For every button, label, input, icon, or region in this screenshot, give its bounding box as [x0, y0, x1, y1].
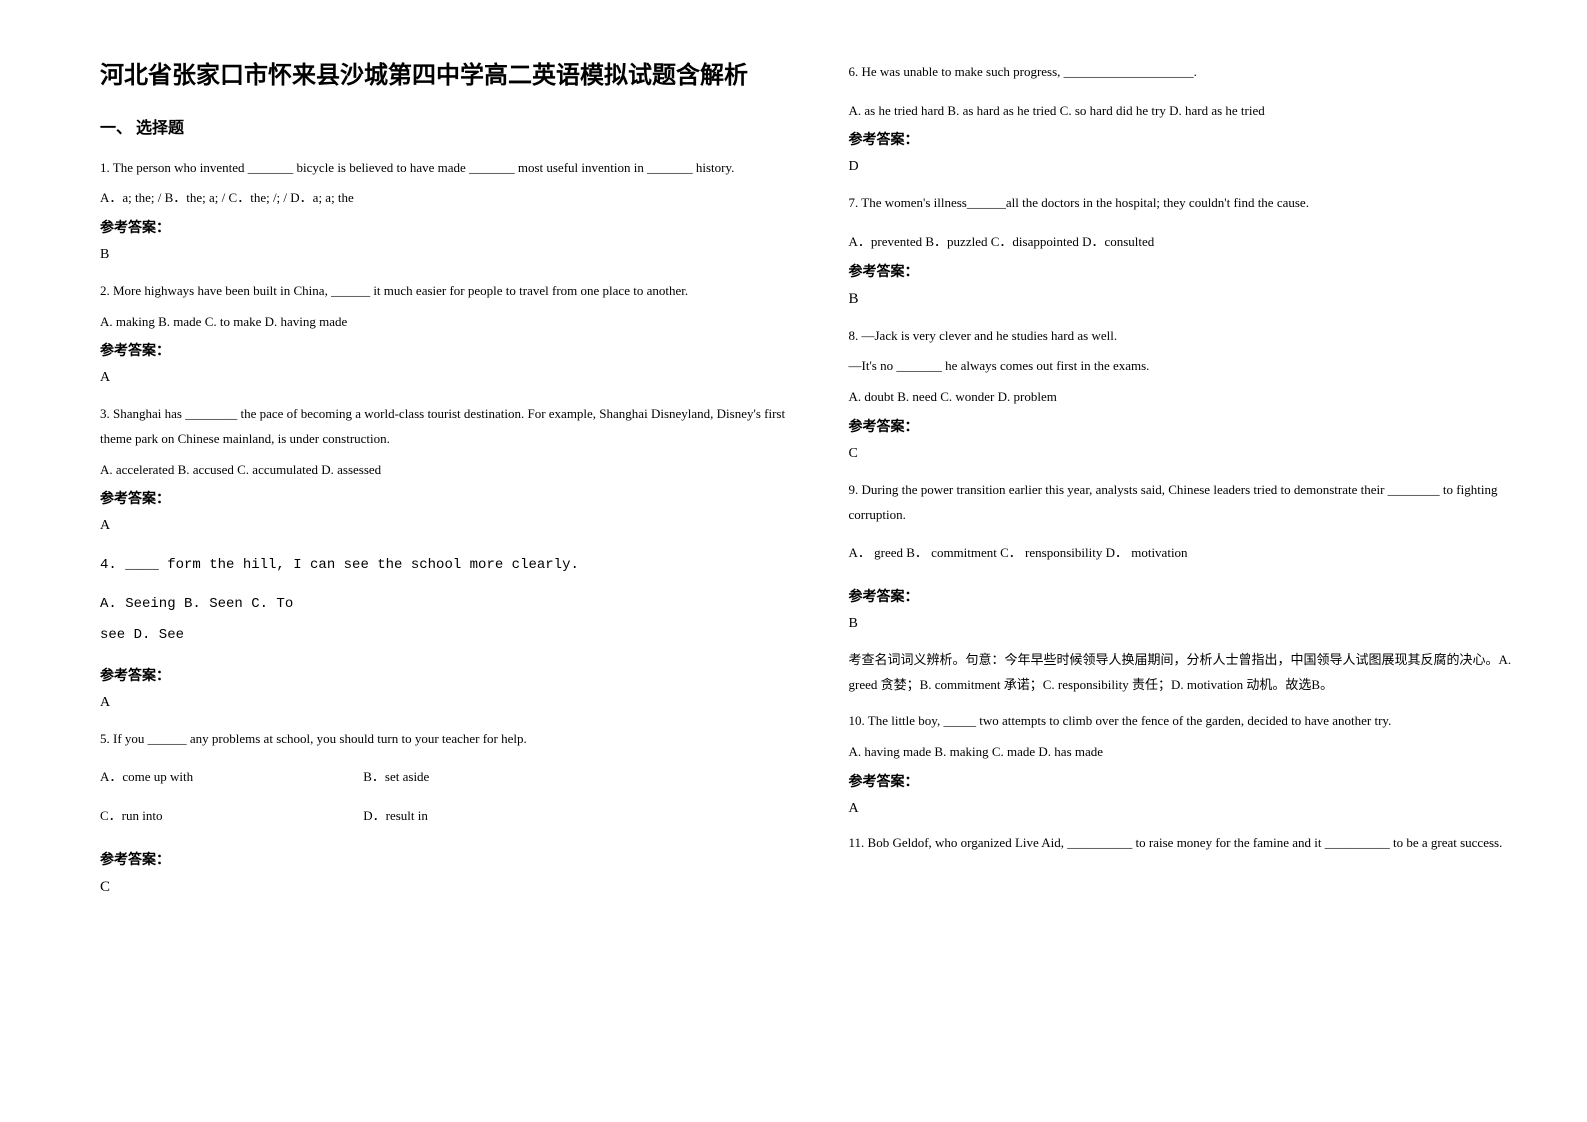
right-column: 6. He was unable to make such progress, …	[819, 60, 1538, 1082]
answer-5: C	[100, 879, 789, 896]
answer-1: B	[100, 247, 789, 263]
answer-label-5: 参考答案：	[100, 849, 789, 869]
question-3-options: A. accelerated B. accused C. accumulated…	[100, 458, 789, 483]
question-9-options: A． greed B． commitment C． rensponsibilit…	[849, 541, 1538, 566]
answer-2: A	[100, 370, 789, 386]
question-2-text: 2. More highways have been built in Chin…	[100, 279, 789, 304]
question-5-opt-c: C．run into	[100, 804, 360, 829]
answer-label-3: 参考答案：	[100, 488, 789, 508]
answer-9: B	[849, 616, 1538, 632]
question-4-options-line2: see D. See	[100, 620, 789, 651]
question-9-explanation: 考查名词词义辨析。句意：今年早些时候领导人换届期间，分析人士曾指出，中国领导人试…	[849, 648, 1538, 697]
answer-label-6: 参考答案：	[849, 129, 1538, 149]
question-5-text: 5. If you ______ any problems at school,…	[100, 727, 789, 752]
answer-label-4: 参考答案：	[100, 665, 789, 685]
answer-label-10: 参考答案：	[849, 771, 1538, 791]
left-column: 河北省张家口市怀来县沙城第四中学高二英语模拟试题含解析 一、 选择题 1. Th…	[100, 60, 819, 1082]
question-9-text: 9. During the power transition earlier t…	[849, 478, 1538, 527]
answer-7: B	[849, 291, 1538, 308]
question-4-options-line1: A. Seeing B. Seen C. To	[100, 589, 789, 620]
question-3-text: 3. Shanghai has ________ the pace of bec…	[100, 402, 789, 451]
answer-8: C	[849, 446, 1538, 462]
question-8-text2: —It's no _______ he always comes out fir…	[849, 354, 1538, 379]
question-5-opt-b: B．set aside	[363, 769, 429, 784]
question-5-options-row1: A．come up with B．set aside	[100, 765, 789, 790]
answer-10: A	[849, 801, 1538, 817]
document-title: 河北省张家口市怀来县沙城第四中学高二英语模拟试题含解析	[100, 60, 789, 94]
answer-label-9: 参考答案：	[849, 586, 1538, 606]
answer-label-1: 参考答案：	[100, 217, 789, 237]
answer-6: D	[849, 159, 1538, 175]
question-2-options: A. making B. made C. to make D. having m…	[100, 310, 789, 335]
answer-label-7: 参考答案：	[849, 261, 1538, 281]
question-8-options: A. doubt B. need C. wonder D. problem	[849, 385, 1538, 410]
question-7-text: 7. The women's illness______all the doct…	[849, 191, 1538, 216]
section-header: 一、 选择题	[100, 114, 789, 138]
question-1-text: 1. The person who invented _______ bicyc…	[100, 156, 789, 181]
question-6-options: A. as he tried hard B. as hard as he tri…	[849, 99, 1538, 124]
question-8-text1: 8. —Jack is very clever and he studies h…	[849, 324, 1538, 349]
question-10-text: 10. The little boy, _____ two attempts t…	[849, 709, 1538, 734]
answer-label-8: 参考答案：	[849, 416, 1538, 436]
question-1-options: A．a; the; / B．the; a; / C．the; /; / D．a;…	[100, 186, 789, 211]
question-6-text: 6. He was unable to make such progress, …	[849, 60, 1538, 85]
question-5-options-row2: C．run into D．result in	[100, 804, 789, 829]
question-5-opt-d: D．result in	[363, 808, 428, 823]
answer-3: A	[100, 518, 789, 534]
question-5-opt-a: A．come up with	[100, 765, 360, 790]
answer-4: A	[100, 695, 789, 711]
answer-label-2: 参考答案：	[100, 340, 789, 360]
question-11-text: 11. Bob Geldof, who organized Live Aid, …	[849, 833, 1538, 853]
question-10-options: A. having made B. making C. made D. has …	[849, 740, 1538, 765]
question-7-options: A．prevented B．puzzled C．disappointed D．c…	[849, 230, 1538, 255]
question-4-text: 4. ____ form the hill, I can see the sch…	[100, 550, 789, 581]
